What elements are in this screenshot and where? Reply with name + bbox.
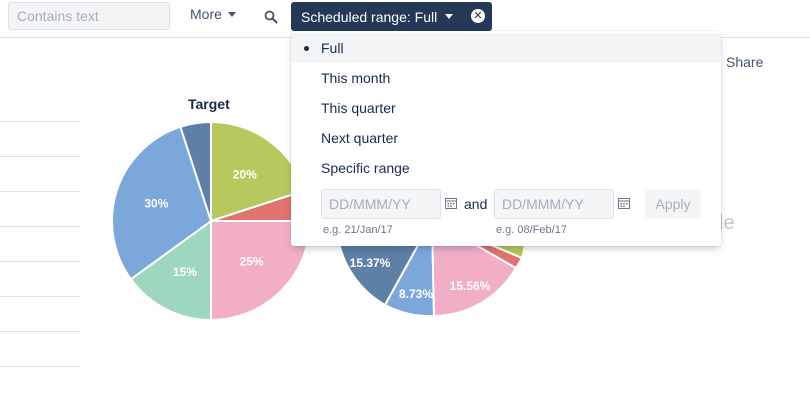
option-next-quarter[interactable]: Next quarter [291,123,721,153]
to-date-input[interactable] [494,189,614,219]
search-icon[interactable] [264,10,278,24]
option-this-month[interactable]: This month [291,63,721,93]
close-icon[interactable]: ✕ [471,9,485,23]
pie-label: 15.37% [350,256,391,270]
chevron-down-icon [445,14,454,19]
table-row [0,156,80,157]
share-button[interactable]: Share [726,54,764,70]
option-specific-range[interactable]: Specific range [291,153,721,183]
pie-label: 25% [240,255,264,269]
pie-chart-target: 20% 25% 15% 30% [111,120,312,322]
pie-label: 8.73% [399,287,433,301]
pie-label: 20% [233,168,257,182]
more-button[interactable]: More [190,6,236,22]
option-full[interactable]: Full [291,33,721,63]
table-row [0,191,80,192]
table-row [0,226,80,227]
pie-slice [129,219,212,322]
to-date-hint: e.g. 08/Feb/17 [496,224,567,236]
pie-slice [111,125,213,281]
background-text: le [719,212,735,234]
pie-label: 15% [173,265,197,279]
pie-label: 15.56% [450,279,491,293]
apply-button[interactable]: Apply [645,189,701,219]
filter-label: Scheduled range: Full [301,8,438,25]
option-this-quarter[interactable]: This quarter [291,93,721,123]
table-row [0,331,80,332]
toolbar: More Scheduled range: Full ✕ [0,0,810,38]
from-date-input[interactable] [321,189,441,219]
option-label: Next quarter [321,130,399,146]
table-row [0,261,80,262]
option-label: This month [321,70,391,86]
scheduled-range-filter[interactable]: Scheduled range: Full ✕ [291,2,492,31]
and-label: and [464,196,488,212]
table-row [0,121,80,122]
scheduled-range-dropdown: Full This month This quarter Next quarte… [291,31,721,246]
from-date-hint: e.g. 21/Jan/17 [323,224,393,236]
calendar-icon[interactable] [445,197,457,209]
pie-slice [179,120,212,222]
option-label: Full [321,40,344,56]
selected-bullet-icon [304,46,309,51]
table-row [0,366,80,367]
option-label: This quarter [321,100,396,116]
table-row [0,296,80,297]
chart-title: Target [188,96,230,112]
pie-label: 30% [144,196,168,210]
calendar-icon[interactable] [618,197,630,209]
search-input[interactable] [8,2,170,30]
option-label: Specific range [321,160,410,176]
chevron-down-icon [227,11,236,17]
more-label: More [190,6,222,22]
